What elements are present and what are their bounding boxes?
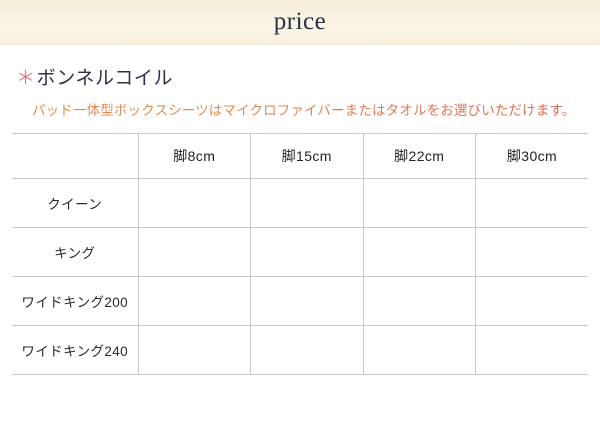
row-label-wide-king-200: ワイドキング200 [12, 276, 138, 326]
cell-wide-king-200-leg-22cm [362, 276, 476, 326]
cell-queen-leg-15cm [250, 178, 363, 228]
column-header-leg-15cm: 脚15cm [250, 133, 363, 179]
page-header-band: price [0, 0, 600, 45]
table-row: キング [12, 227, 588, 277]
column-header-leg-8cm: 脚8cm [137, 133, 251, 179]
section-heading-label: ボンネルコイル [36, 68, 174, 89]
column-header-leg-30cm: 脚30cm [475, 133, 588, 179]
section-heading: ＊ボンネルコイル [16, 66, 173, 92]
asterisk-icon: ＊ [16, 68, 36, 89]
row-label-wide-king-240: ワイドキング240 [12, 325, 138, 375]
cell-king-leg-30cm [475, 227, 588, 277]
page-title: price [273, 8, 327, 35]
cell-wide-king-200-leg-30cm [475, 276, 588, 326]
row-label-king: キング [12, 227, 138, 277]
cell-wide-king-240-leg-22cm [362, 325, 476, 375]
cell-wide-king-200-leg-8cm [137, 276, 251, 326]
table-row: クイーン [12, 178, 588, 228]
table-corner-cell [12, 133, 138, 179]
cell-king-leg-22cm [362, 227, 476, 277]
price-table-body: クイーン キング ワイドキング200 ワイドキング240 [12, 178, 588, 375]
cell-queen-leg-30cm [475, 178, 588, 228]
cell-wide-king-240-leg-8cm [137, 325, 251, 375]
cell-queen-leg-8cm [137, 178, 251, 228]
cell-wide-king-200-leg-15cm [250, 276, 363, 326]
cell-queen-leg-22cm [362, 178, 476, 228]
cell-wide-king-240-leg-30cm [475, 325, 588, 375]
section-note: パッド一体型ボックスシーツはマイクロファイバーまたはタオルをお選びいただけます。 [32, 103, 576, 118]
cell-king-leg-15cm [250, 227, 363, 277]
cell-king-leg-8cm [137, 227, 251, 277]
table-row: ワイドキング240 [12, 325, 588, 375]
price-table-head: 脚8cm 脚15cm 脚22cm 脚30cm [12, 133, 588, 179]
table-header-row: 脚8cm 脚15cm 脚22cm 脚30cm [12, 133, 588, 179]
table-row: ワイドキング200 [12, 276, 588, 326]
column-header-leg-22cm: 脚22cm [362, 133, 476, 179]
cell-wide-king-240-leg-15cm [250, 325, 363, 375]
price-table: 脚8cm 脚15cm 脚22cm 脚30cm クイーン キング ワイドキング20… [12, 133, 588, 375]
row-label-queen: クイーン [12, 178, 138, 228]
